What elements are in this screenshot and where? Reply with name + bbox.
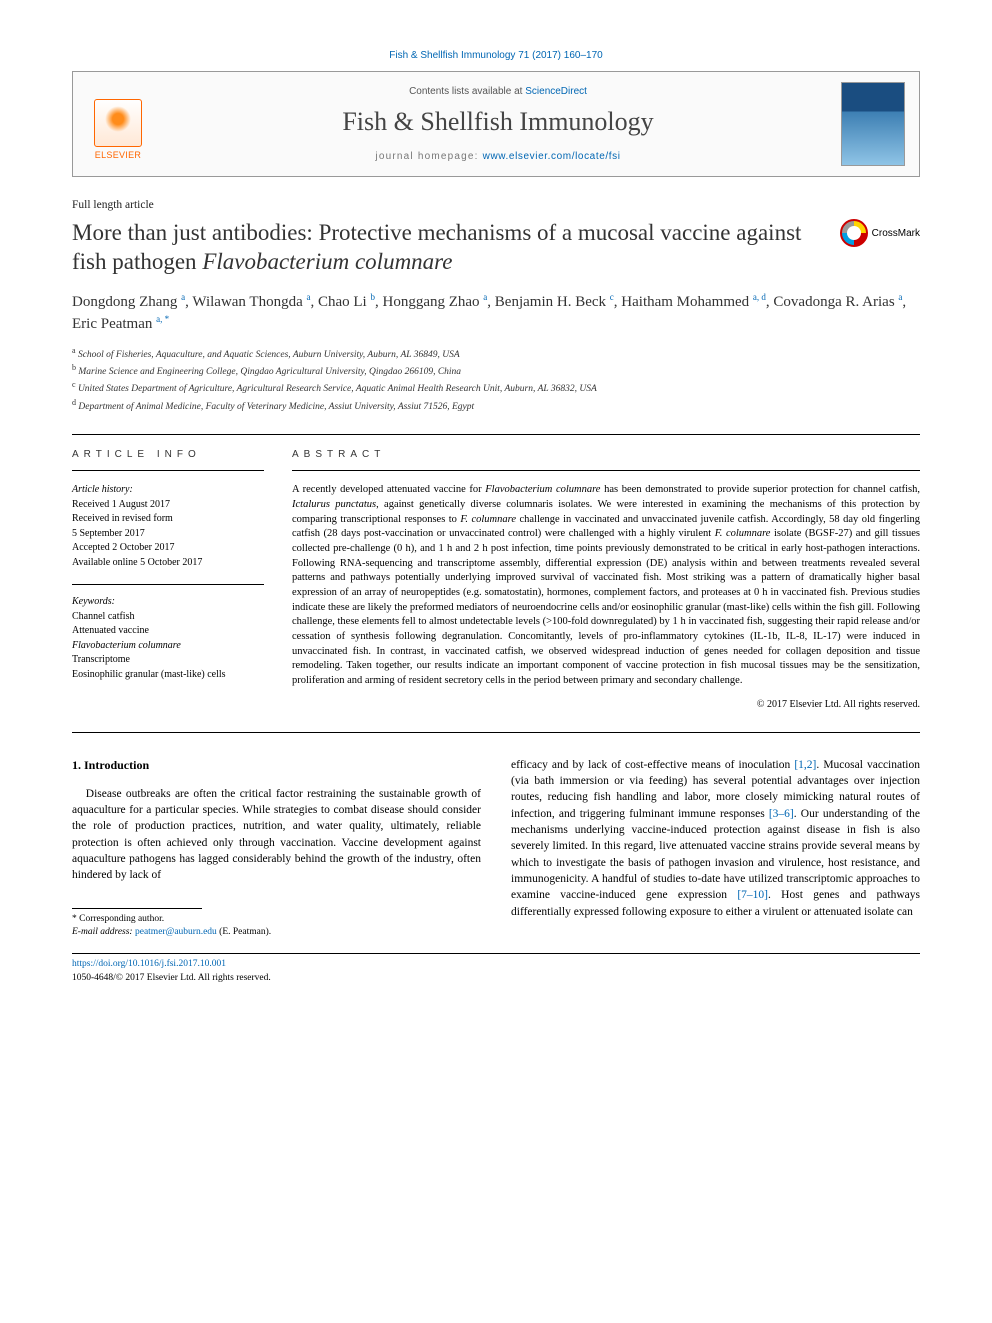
affiliation-line: c United States Department of Agricultur… <box>72 379 920 396</box>
sciencedirect-link[interactable]: ScienceDirect <box>525 86 587 97</box>
footnote-divider <box>72 908 202 909</box>
body-column-right: efficacy and by lack of cost-effective m… <box>511 757 920 940</box>
author-affil-sup: b <box>370 292 375 302</box>
keyword-line: Flavobacterium columnare <box>72 639 264 654</box>
author-affil-sup: a <box>181 292 185 302</box>
history-line: Available online 5 October 2017 <box>72 556 264 571</box>
author-affil-sup: a, * <box>156 314 169 324</box>
history-label: Article history: <box>72 483 264 498</box>
title-row: More than just antibodies: Protective me… <box>72 219 920 277</box>
body-columns: 1. Introduction Disease outbreaks are of… <box>72 732 920 940</box>
journal-cover-thumbnail[interactable] <box>841 82 905 166</box>
history-line: 5 September 2017 <box>72 527 264 542</box>
abstract-heading: ABSTRACT <box>292 449 920 471</box>
header-center: Contents lists available at ScienceDirec… <box>167 86 829 162</box>
author: Wilawan Thongda a <box>192 294 310 310</box>
info-abstract-row: ARTICLE INFO Article history: Received 1… <box>72 434 920 710</box>
crossmark-label: CrossMark <box>872 228 920 239</box>
page-footer: https://doi.org/10.1016/j.fsi.2017.10.00… <box>72 953 920 985</box>
issn-copyright: 1050-4648/© 2017 Elsevier Ltd. All right… <box>72 973 271 983</box>
section-heading: 1. Introduction <box>72 757 481 774</box>
keyword-line: Channel catfish <box>72 610 264 625</box>
intro-paragraph-1: Disease outbreaks are often the critical… <box>72 786 481 884</box>
author: Honggang Zhao a <box>382 294 487 310</box>
author: Benjamin H. Beck c <box>495 294 614 310</box>
elsevier-logo-text: ELSEVIER <box>95 150 141 160</box>
title-italic-species: Flavobacterium columnare <box>202 249 452 274</box>
email-label: E-mail address: <box>72 927 133 937</box>
elsevier-tree-icon <box>94 99 142 147</box>
keywords-block: Keywords: Channel catfishAttenuated vacc… <box>72 584 264 682</box>
corresponding-marker: * <box>72 914 77 924</box>
author: Haitham Mohammed a, d <box>621 294 766 310</box>
corresponding-label: Corresponding author. <box>79 914 164 924</box>
article-title: More than just antibodies: Protective me… <box>72 219 820 277</box>
abstract-text: A recently developed attenuated vaccine … <box>292 483 920 689</box>
keyword-line: Transcriptome <box>72 653 264 668</box>
author-affil-sup: a <box>898 292 902 302</box>
affiliations-list: a School of Fisheries, Aquaculture, and … <box>72 345 920 415</box>
ref-link[interactable]: [1,2] <box>794 759 816 771</box>
journal-homepage-link[interactable]: www.elsevier.com/locate/fsi <box>483 151 621 162</box>
journal-header-inner: ELSEVIER Contents lists available at Sci… <box>73 72 919 176</box>
page-root: Fish & Shellfish Immunology 71 (2017) 16… <box>0 0 992 1025</box>
author-affil-sup: a <box>306 292 310 302</box>
article-type: Full length article <box>72 199 920 211</box>
ref-link[interactable]: [7–10] <box>737 889 768 901</box>
article-info-panel: ARTICLE INFO Article history: Received 1… <box>72 449 264 710</box>
doi-link[interactable]: https://doi.org/10.1016/j.fsi.2017.10.00… <box>72 959 226 969</box>
affiliation-line: a School of Fisheries, Aquaculture, and … <box>72 345 920 362</box>
corresponding-email-link[interactable]: peatmer@auburn.edu <box>135 927 217 937</box>
journal-name: Fish & Shellfish Immunology <box>167 107 829 137</box>
crossmark-icon <box>840 219 868 247</box>
homepage-prefix: journal homepage: <box>375 151 482 162</box>
contents-available-line: Contents lists available at ScienceDirec… <box>167 86 829 97</box>
history-line: Received in revised form <box>72 512 264 527</box>
abstract-panel: ABSTRACT A recently developed attenuated… <box>292 449 920 710</box>
journal-header: ELSEVIER Contents lists available at Sci… <box>72 71 920 177</box>
keyword-line: Attenuated vaccine <box>72 624 264 639</box>
author-affil-sup: a, d <box>753 292 766 302</box>
corresponding-author-note: * Corresponding author. E-mail address: … <box>72 913 481 940</box>
section-number: 1. <box>72 758 81 772</box>
contents-prefix: Contents lists available at <box>409 86 525 97</box>
author: Chao Li b <box>318 294 375 310</box>
section-title: Introduction <box>84 758 149 772</box>
author-affil-sup: c <box>610 292 614 302</box>
author: Dongdong Zhang a <box>72 294 185 310</box>
body-column-left: 1. Introduction Disease outbreaks are of… <box>72 757 481 940</box>
author: Eric Peatman a, * <box>72 316 169 332</box>
keywords-label: Keywords: <box>72 595 264 610</box>
crossmark-badge[interactable]: CrossMark <box>840 219 920 247</box>
top-citation: Fish & Shellfish Immunology 71 (2017) 16… <box>72 50 920 61</box>
elsevier-logo[interactable]: ELSEVIER <box>87 88 149 160</box>
author: Covadonga R. Arias a <box>773 294 902 310</box>
journal-homepage-line: journal homepage: www.elsevier.com/locat… <box>167 151 829 162</box>
intro-paragraph-2: efficacy and by lack of cost-effective m… <box>511 757 920 920</box>
affiliation-line: d Department of Animal Medicine, Faculty… <box>72 397 920 414</box>
abstract-copyright: © 2017 Elsevier Ltd. All rights reserved… <box>292 699 920 710</box>
affiliation-line: b Marine Science and Engineering College… <box>72 362 920 379</box>
author-affil-sup: a <box>483 292 487 302</box>
article-history-block: Article history: Received 1 August 2017R… <box>72 483 264 570</box>
article-info-heading: ARTICLE INFO <box>72 449 264 471</box>
keyword-line: Eosinophilic granular (mast-like) cells <box>72 668 264 683</box>
email-suffix: (E. Peatman). <box>219 927 271 937</box>
authors-list: Dongdong Zhang a, Wilawan Thongda a, Cha… <box>72 291 920 335</box>
ref-link[interactable]: [3–6] <box>769 808 794 820</box>
history-line: Received 1 August 2017 <box>72 498 264 513</box>
history-line: Accepted 2 October 2017 <box>72 541 264 556</box>
